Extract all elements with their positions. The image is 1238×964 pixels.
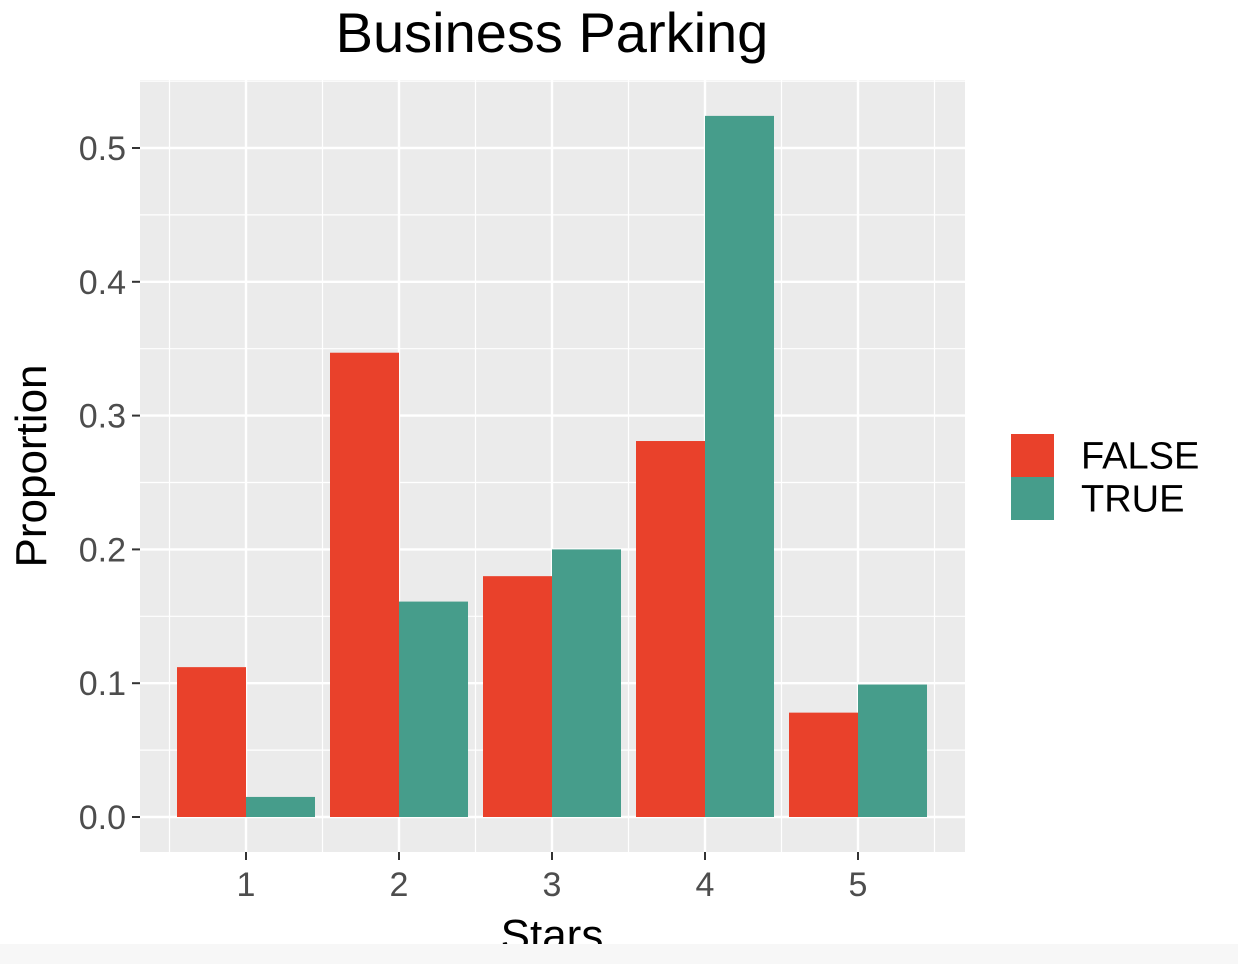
x-axis-title: Stars: [501, 911, 604, 944]
y-tick-label: 0.2: [79, 531, 126, 569]
bar-false-4: [636, 441, 705, 817]
x-tick-label: 2: [390, 866, 409, 904]
x-tick-label: 5: [849, 866, 868, 904]
bar-chart: Business Parking 0.0 0.1 0.2 0.3 0.4 0.5 1 2 3 4…: [7, 1, 1199, 944]
y-tick-label: 0.0: [79, 799, 126, 837]
bottom-strip: [0, 944, 1238, 964]
bar-true-5: [858, 684, 927, 817]
y-tick-label: 0.3: [79, 398, 126, 436]
y-tick-label: 0.1: [79, 665, 126, 703]
x-tick-label: 3: [543, 866, 562, 904]
x-tick-label: 1: [237, 866, 256, 904]
bar-true-4: [705, 115, 774, 817]
bar-false-5: [789, 712, 858, 817]
bar-false-2: [330, 352, 399, 817]
bar-false-3: [483, 576, 552, 817]
x-tick-label: 4: [696, 866, 715, 904]
x-axis: 1 2 3 4 5: [237, 852, 868, 904]
legend-key-true: [1011, 477, 1054, 520]
bars: [177, 115, 927, 817]
legend-label-false: FALSE: [1081, 436, 1199, 478]
legend-label-true: TRUE: [1081, 479, 1184, 521]
legend-key-false: [1011, 434, 1054, 477]
bar-false-1: [177, 667, 246, 817]
chart-title: Business Parking: [336, 1, 769, 64]
y-tick-label: 0.4: [79, 264, 126, 302]
bar-true-1: [246, 796, 315, 817]
y-axis-title: Proportion: [7, 364, 56, 567]
bar-true-2: [399, 601, 468, 817]
y-tick-label: 0.5: [79, 130, 126, 168]
bar-true-3: [552, 549, 621, 817]
y-axis: 0.0 0.1 0.2 0.3 0.4 0.5: [79, 130, 140, 837]
